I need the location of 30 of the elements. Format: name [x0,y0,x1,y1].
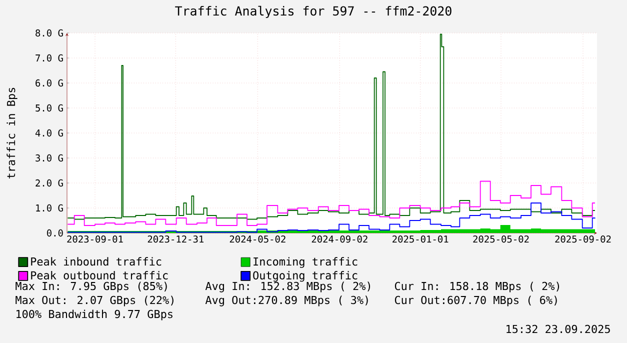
legend-label: Incoming traffic [254,257,358,268]
text: Cur In: 158.18 MBps ( 2%) [394,282,560,292]
legend-label: Outgoing traffic [253,270,358,282]
x-tick-label: 2025-05-02 [473,236,529,243]
text: Avg Out:270.89 MBps ( 3%) [205,296,368,306]
x-tick-label: 2023-09-01 [67,236,123,243]
legend-label: Peak inbound traffic [31,257,162,266]
legend-label: Peak outbound traffic [31,270,168,280]
x-tick-label: 2025-09-02 [555,236,611,243]
y-tick-label: 8.0 G [36,29,63,37]
y-tick-label: 5.0 G [36,104,63,112]
chart-title: Traffic Analysis for 597 -- ffm2-2020 [175,6,452,18]
y-tick-label: 2.0 G [36,179,63,187]
y-tick-label: 1.0 G [36,204,63,212]
y-tick-label: 3.0 G [36,154,63,162]
y-tick-label: 6.0 G [36,79,63,87]
text: 100% Bandwidth 9.77 GBps [16,310,172,320]
y-tick-label: 0.0 [46,229,63,237]
text: 15:32 23.09.2025 [506,324,610,334]
x-tick-label: 2024-09-02 [312,236,368,243]
x-tick-label: 2024-05-02 [230,236,286,243]
y-tick-label: 7.0 G [36,54,63,62]
y-tick-label: 4.0 G [35,129,63,137]
text: Cur Out:607.70 MBps ( 6%) [394,296,557,306]
y-axis-title: traffic in Bps [6,88,18,178]
text: Avg In: 152.83 MBps ( 2%) [205,282,370,292]
x-tick-label: 2025-01-01 [392,236,448,243]
text: Max In: 7.95 GBps (85%) [16,282,167,292]
x-tick-label: 2023-12-31 [148,236,204,243]
text: Max Out: 2.07 GBps (22%) [16,296,174,306]
